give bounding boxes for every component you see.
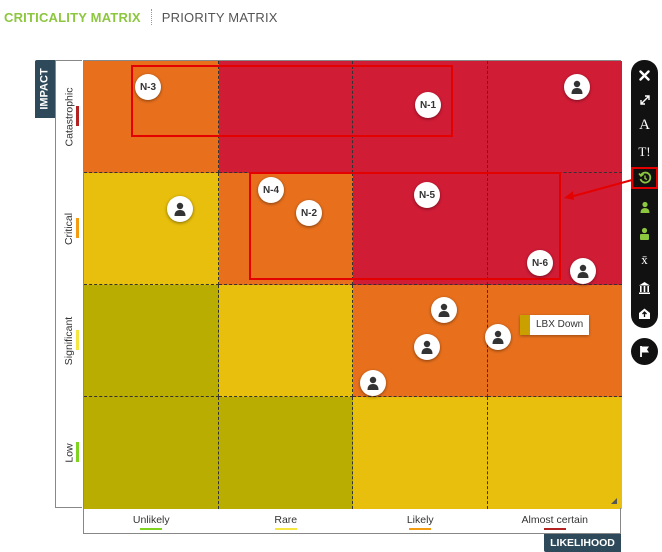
risk-marker-n4[interactable]: N-4 <box>258 177 284 203</box>
person-icon <box>367 376 379 390</box>
font-icon[interactable]: A <box>639 116 650 133</box>
impact-level-color-tick <box>76 218 79 238</box>
tooltip-text: LBX Down <box>530 315 590 335</box>
likelihood-level-color-tick <box>140 528 163 530</box>
likelihood-level-color-tick <box>543 528 566 530</box>
impact-level-color-tick <box>76 442 79 462</box>
hover-tooltip: LBX Down <box>520 315 590 335</box>
text-size-icon[interactable]: T! <box>638 144 651 159</box>
home-upload-icon[interactable] <box>631 302 658 324</box>
person-icon <box>174 202 186 216</box>
likelihood-level-color-tick <box>409 528 432 530</box>
likelihood-level-almost-certain: Almost certain <box>488 508 623 534</box>
close-icon[interactable] <box>631 64 658 86</box>
person-marker[interactable] <box>360 370 386 396</box>
impact-level-catastrophic: Catastrophic <box>56 61 83 173</box>
user-green-icon[interactable] <box>631 196 658 218</box>
likelihood-level-unlikely: Unlikely <box>84 508 219 534</box>
tooltip-color-swatch <box>520 315 530 335</box>
likelihood-level-likely: Likely <box>353 508 488 534</box>
impact-level-label: Low <box>63 443 76 463</box>
matrix-cell[interactable] <box>218 285 353 397</box>
person-marker[interactable] <box>431 297 457 323</box>
risk-marker-n3[interactable]: N-3 <box>135 74 161 100</box>
matrix-cell[interactable] <box>487 397 622 509</box>
resize-grip-icon[interactable] <box>611 498 617 504</box>
flag-icon[interactable] <box>631 338 658 365</box>
person-icon <box>438 303 450 317</box>
matrix-cell[interactable] <box>218 397 353 509</box>
likelihood-level-label: Almost certain <box>521 514 589 526</box>
matrix-cell[interactable] <box>84 285 219 397</box>
person-marker[interactable] <box>167 196 193 222</box>
expand-icon[interactable] <box>631 89 658 111</box>
person-icon <box>577 264 589 278</box>
matrix-cell[interactable] <box>487 173 622 285</box>
likelihood-axis: Unlikely Rare Likely Almost certain <box>83 508 621 534</box>
impact-level-critical: Critical <box>56 173 83 285</box>
impact-axis-title: IMPACT <box>35 60 55 118</box>
pointer-arrow <box>564 179 633 200</box>
history-icon[interactable] <box>631 167 658 189</box>
matrix-cell[interactable] <box>353 397 488 509</box>
likelihood-level-label: Likely <box>406 514 434 526</box>
person-icon <box>492 330 504 344</box>
x-bar-icon[interactable]: x̄ <box>641 252 648 267</box>
side-toolbar: A T! x̄ <box>631 60 658 328</box>
impact-level-label: Critical <box>63 212 76 246</box>
person-icon <box>421 340 433 354</box>
impact-level-color-tick <box>76 106 79 126</box>
user-lock-icon[interactable] <box>631 222 658 244</box>
impact-axis: Catastrophic Critical Significant Low <box>55 60 82 508</box>
selection-rectangle[interactable] <box>131 65 453 137</box>
likelihood-level-label: Rare <box>274 514 298 526</box>
selection-rectangle[interactable] <box>249 172 561 280</box>
person-icon <box>571 80 583 94</box>
risk-marker-n5[interactable]: N-5 <box>414 182 440 208</box>
matrix-cell[interactable] <box>84 397 219 509</box>
person-marker[interactable] <box>485 324 511 350</box>
person-marker[interactable] <box>570 258 596 284</box>
tab-divider <box>150 9 152 25</box>
criticality-matrix-grid: N-3 N-1 N-4 N-2 N-5 N-6 <box>83 60 622 509</box>
risk-marker-n1[interactable]: N-1 <box>415 92 441 118</box>
matrix-cell[interactable] <box>218 61 353 173</box>
matrix-cell[interactable] <box>218 173 353 285</box>
tab-priority-matrix[interactable]: PRIORITY MATRIX <box>161 9 278 25</box>
impact-title-text: IMPACT <box>39 68 52 110</box>
bank-icon[interactable] <box>631 276 658 298</box>
person-marker[interactable] <box>414 334 440 360</box>
likelihood-level-color-tick <box>274 528 297 530</box>
matrix-cell[interactable] <box>487 61 622 173</box>
impact-level-label: Significant <box>63 316 76 366</box>
risk-marker-n6[interactable]: N-6 <box>527 250 553 276</box>
person-marker[interactable] <box>564 74 590 100</box>
risk-marker-n2[interactable]: N-2 <box>296 200 322 226</box>
likelihood-level-label: Unlikely <box>132 514 170 526</box>
impact-level-color-tick <box>76 330 79 350</box>
impact-level-low: Low <box>56 397 83 509</box>
tab-criticality-matrix[interactable]: CRITICALITY MATRIX <box>4 9 141 25</box>
matrix-tabs: CRITICALITY MATRIX PRIORITY MATRIX <box>0 0 282 34</box>
impact-level-label: Catastrophic <box>63 87 76 147</box>
likelihood-level-rare: Rare <box>219 508 354 534</box>
impact-level-significant: Significant <box>56 285 83 397</box>
matrix-cell[interactable] <box>353 61 488 173</box>
matrix-cell[interactable] <box>84 173 219 285</box>
likelihood-axis-title: LIKELIHOOD <box>544 534 621 552</box>
